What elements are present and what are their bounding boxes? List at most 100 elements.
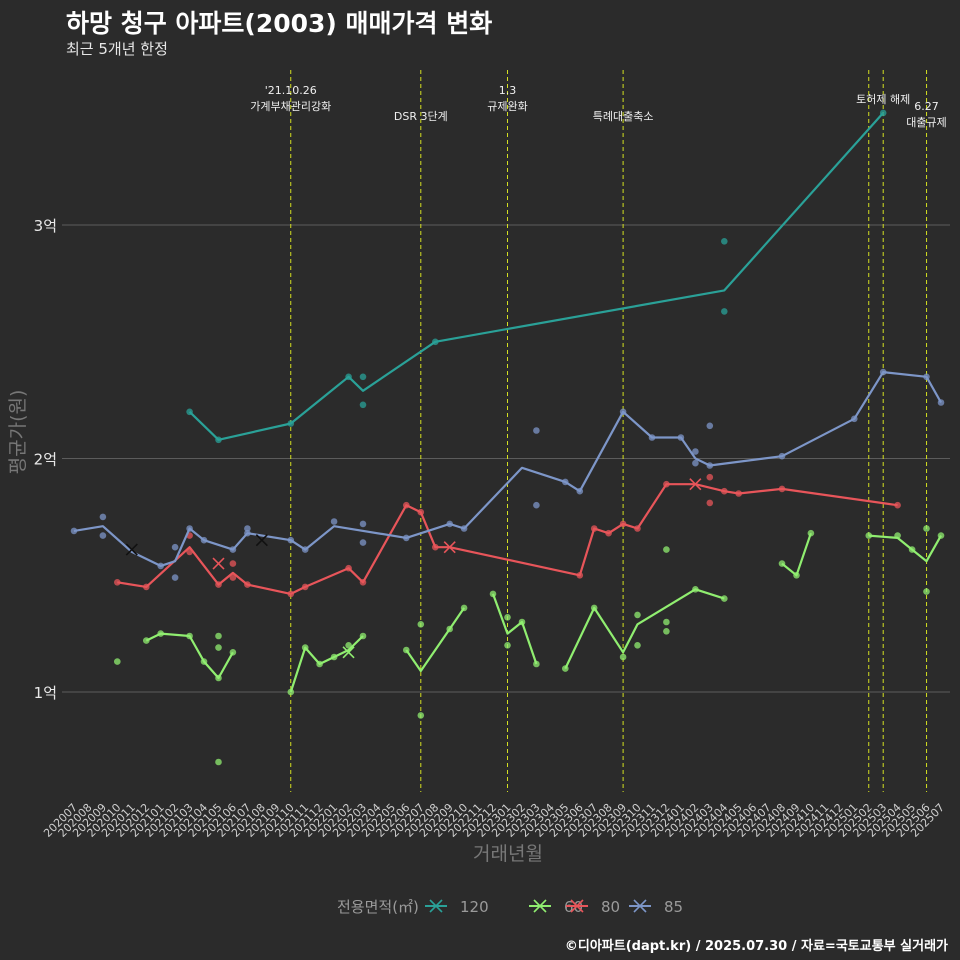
cross-stroke xyxy=(125,543,138,556)
data-point-60 xyxy=(923,588,930,595)
data-point-60 xyxy=(215,644,222,651)
data-point-85 xyxy=(244,525,251,532)
data-point-60 xyxy=(186,632,193,640)
data-point-60 xyxy=(937,532,945,539)
data-point-60 xyxy=(157,630,164,637)
data-point-85 xyxy=(619,408,627,416)
series-lines xyxy=(70,109,945,766)
data-point-60 xyxy=(590,604,598,612)
data-point-60 xyxy=(359,632,367,640)
data-point-85 xyxy=(171,543,179,551)
legend-label: 80 xyxy=(601,898,620,916)
chart-subtitle: 최근 5개년 한정 xyxy=(66,40,168,58)
data-point-80 xyxy=(301,583,309,591)
data-point-60 xyxy=(460,604,468,612)
x-axis-title: 거래년월 xyxy=(473,843,543,865)
data-point-60 xyxy=(923,525,930,532)
data-point-120 xyxy=(721,238,728,245)
data-point-120 xyxy=(215,436,222,444)
data-point-60 xyxy=(504,614,511,621)
legend-label: 120 xyxy=(460,898,489,916)
cross-marker-80 xyxy=(689,478,702,491)
data-point-85 xyxy=(576,487,584,495)
data-point-85 xyxy=(359,520,367,528)
data-point-85 xyxy=(200,536,208,544)
cross-stroke xyxy=(443,541,456,554)
data-point-85 xyxy=(229,546,237,553)
data-point-120 xyxy=(432,338,439,346)
data-point-80 xyxy=(345,564,352,572)
series-line-60 xyxy=(868,534,942,563)
series-line-120 xyxy=(188,112,885,441)
data-point-60 xyxy=(663,546,670,553)
data-point-60 xyxy=(345,642,352,649)
data-point-60 xyxy=(908,546,916,553)
data-point-60 xyxy=(489,590,497,598)
data-point-80 xyxy=(359,579,367,586)
data-point-80 xyxy=(229,560,237,567)
data-point-85 xyxy=(533,501,540,509)
y-axis-title: 평균가(원) xyxy=(7,390,29,475)
series-line-60 xyxy=(564,588,725,670)
data-point-60 xyxy=(504,642,511,649)
legend-key-cross xyxy=(429,899,443,913)
data-point-120 xyxy=(345,373,352,381)
data-point-60 xyxy=(793,572,800,579)
gridlines xyxy=(62,224,950,693)
data-point-80 xyxy=(576,572,584,579)
data-point-85 xyxy=(937,399,945,406)
data-point-60 xyxy=(562,665,569,672)
legend-label: 85 xyxy=(664,898,683,916)
data-point-85 xyxy=(923,373,930,381)
series-60 xyxy=(114,525,945,766)
series-85 xyxy=(70,368,945,581)
event-label: 특례대출축소 xyxy=(593,110,654,123)
data-point-60 xyxy=(634,611,641,619)
data-point-60 xyxy=(215,758,222,766)
data-point-80 xyxy=(143,583,150,591)
legend-item-80: 80 xyxy=(566,898,620,916)
data-point-80 xyxy=(244,581,251,588)
series-line-60 xyxy=(289,635,364,693)
legend-key-cross xyxy=(533,899,547,913)
cross-marker-80 xyxy=(212,557,225,570)
data-point-120 xyxy=(186,408,193,416)
data-point-85 xyxy=(706,462,714,469)
data-point-80 xyxy=(432,543,439,551)
cross-stroke xyxy=(255,534,268,547)
data-point-80 xyxy=(706,499,714,507)
data-point-60 xyxy=(287,688,295,696)
data-point-80 xyxy=(735,490,742,497)
data-point-80 xyxy=(894,501,901,509)
data-point-60 xyxy=(403,646,410,654)
data-point-120 xyxy=(287,420,295,427)
data-point-85 xyxy=(99,532,107,539)
cross-stroke xyxy=(689,478,702,491)
chart-title: 하망 청구 아파트(2003) 매매가격 변화 xyxy=(66,9,493,38)
data-point-120 xyxy=(359,401,367,409)
data-point-85 xyxy=(851,415,858,423)
data-point-85 xyxy=(359,539,367,546)
data-point-80 xyxy=(663,480,670,488)
data-point-80 xyxy=(634,525,641,532)
legend-item-85: 85 xyxy=(629,898,683,916)
y-tick-label: 3억 xyxy=(34,217,57,235)
data-point-85 xyxy=(186,525,193,532)
data-point-80 xyxy=(619,520,627,528)
data-point-60 xyxy=(215,674,222,682)
data-point-60 xyxy=(417,712,425,719)
data-point-60 xyxy=(721,595,728,602)
data-point-120 xyxy=(359,373,367,381)
data-point-60 xyxy=(114,658,121,665)
cross-marker-60 xyxy=(342,646,355,659)
data-point-60 xyxy=(807,529,815,537)
source-caption: ©디아파트(dapt.kr) / 2025.07.30 / 자료=국토교통부 실… xyxy=(564,939,948,954)
data-point-85 xyxy=(648,434,656,441)
data-point-85 xyxy=(562,478,569,486)
legend: 전용면적(㎡) 120608085 xyxy=(337,898,683,916)
data-point-80 xyxy=(215,581,222,588)
data-point-60 xyxy=(663,618,670,626)
x-axis-ticks: 2020072020082020092020102020112020122021… xyxy=(41,801,947,840)
data-point-80 xyxy=(186,548,193,556)
